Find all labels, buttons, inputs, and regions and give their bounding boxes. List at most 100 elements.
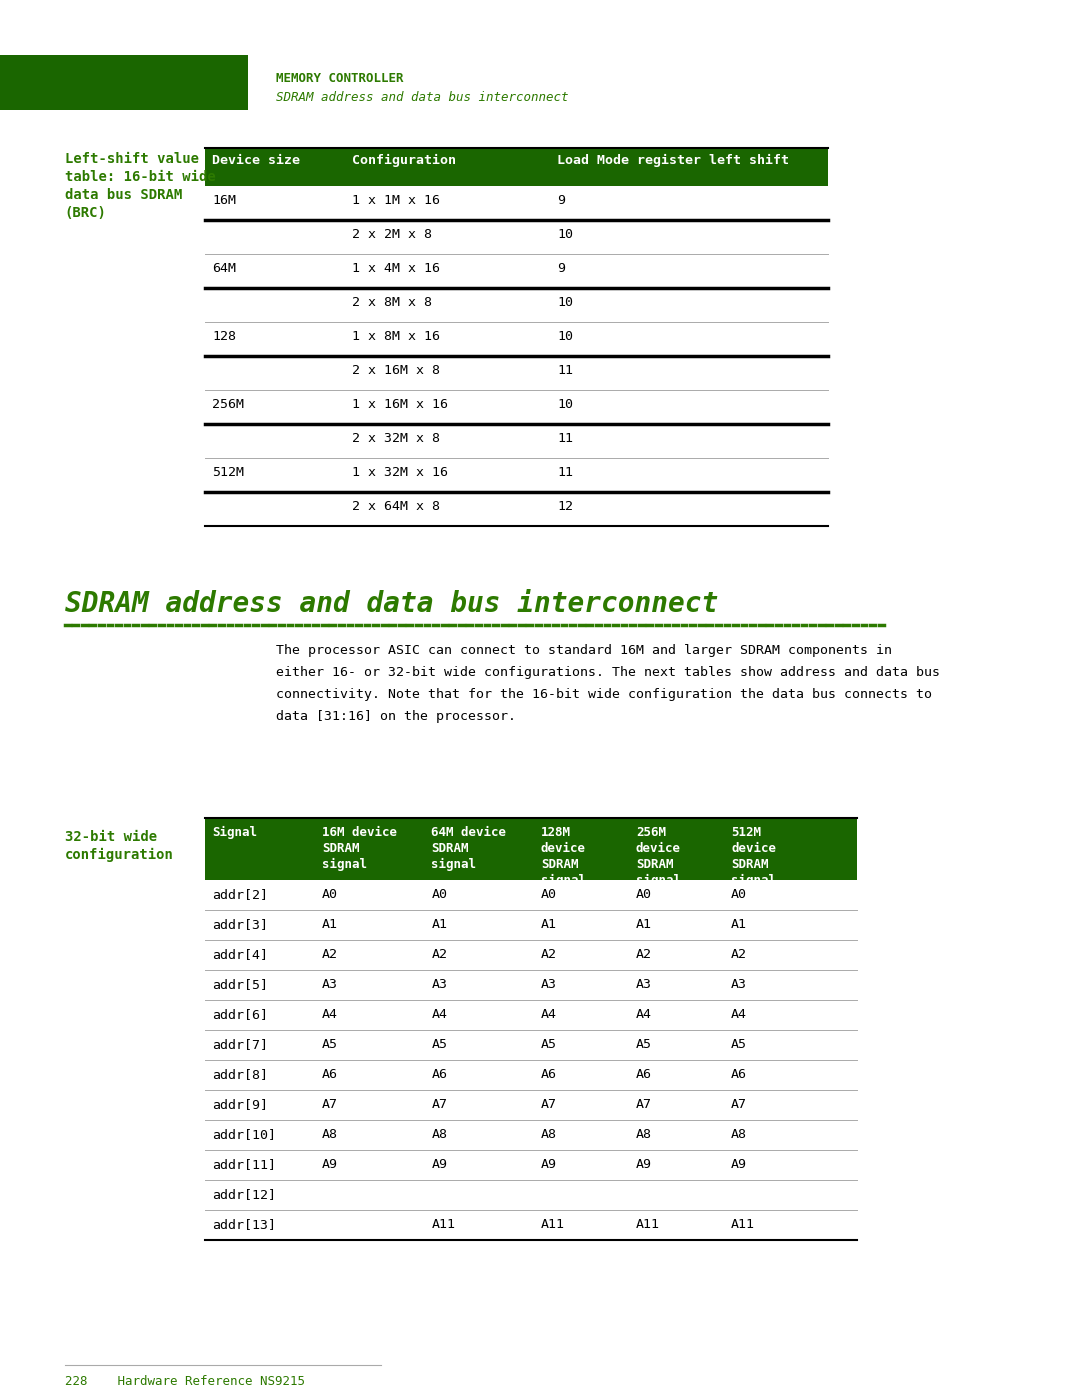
Text: 256M: 256M — [213, 398, 244, 411]
Text: A3: A3 — [636, 978, 652, 990]
Text: The processor ASIC can connect to standard 16M and larger SDRAM components in: The processor ASIC can connect to standa… — [276, 644, 892, 657]
Text: A7: A7 — [322, 1098, 338, 1111]
Text: 64M: 64M — [213, 263, 237, 275]
Text: Device size: Device size — [213, 154, 300, 168]
Text: 11: 11 — [557, 467, 573, 479]
Text: configuration: configuration — [65, 848, 174, 862]
Text: A8: A8 — [731, 1127, 747, 1141]
Text: 2 x 8M x 8: 2 x 8M x 8 — [352, 296, 432, 309]
Text: device: device — [731, 842, 777, 855]
Text: addr[12]: addr[12] — [213, 1187, 276, 1201]
Text: device: device — [541, 842, 585, 855]
Text: 11: 11 — [557, 432, 573, 446]
Text: A11: A11 — [431, 1218, 456, 1231]
Text: SDRAM: SDRAM — [636, 858, 674, 870]
Text: Load Mode register left shift: Load Mode register left shift — [557, 154, 789, 168]
Text: A6: A6 — [731, 1067, 747, 1081]
Text: 9: 9 — [557, 194, 565, 207]
Text: A4: A4 — [731, 1009, 747, 1021]
Text: A3: A3 — [731, 978, 747, 990]
Text: 10: 10 — [557, 398, 573, 411]
Text: A3: A3 — [431, 978, 447, 990]
Text: (BRC): (BRC) — [65, 205, 107, 219]
Text: A5: A5 — [731, 1038, 747, 1051]
Text: A7: A7 — [541, 1098, 557, 1111]
Text: A0: A0 — [431, 888, 447, 901]
Text: A2: A2 — [541, 949, 557, 961]
Text: A11: A11 — [541, 1218, 565, 1231]
Text: A0: A0 — [541, 888, 557, 901]
Text: 1 x 32M x 16: 1 x 32M x 16 — [352, 467, 448, 479]
Text: SDRAM: SDRAM — [431, 842, 469, 855]
Text: SDRAM: SDRAM — [322, 842, 360, 855]
Text: A3: A3 — [322, 978, 338, 990]
Text: Configuration: Configuration — [352, 154, 456, 168]
Text: A9: A9 — [431, 1158, 447, 1171]
Text: SDRAM: SDRAM — [541, 858, 578, 870]
Bar — [205, 148, 828, 186]
Text: 9: 9 — [557, 263, 565, 275]
Text: table: 16-bit wide: table: 16-bit wide — [65, 170, 216, 184]
Text: A8: A8 — [636, 1127, 652, 1141]
Text: 2 x 64M x 8: 2 x 64M x 8 — [352, 500, 441, 513]
Text: A6: A6 — [322, 1067, 338, 1081]
Text: 1 x 1M x 16: 1 x 1M x 16 — [352, 194, 441, 207]
Text: A8: A8 — [322, 1127, 338, 1141]
Text: signal: signal — [636, 875, 681, 887]
Text: A5: A5 — [541, 1038, 557, 1051]
Text: 512M: 512M — [213, 467, 244, 479]
Text: addr[4]: addr[4] — [213, 949, 268, 961]
Text: 10: 10 — [557, 228, 573, 242]
Text: A11: A11 — [731, 1218, 755, 1231]
Text: A4: A4 — [431, 1009, 447, 1021]
Text: addr[9]: addr[9] — [213, 1098, 268, 1111]
Text: A6: A6 — [431, 1067, 447, 1081]
Text: A6: A6 — [541, 1067, 557, 1081]
Text: A0: A0 — [322, 888, 338, 901]
Text: A2: A2 — [322, 949, 338, 961]
Text: 512M: 512M — [731, 826, 761, 840]
Text: A0: A0 — [731, 888, 747, 901]
Text: A1: A1 — [322, 918, 338, 930]
Text: 10: 10 — [557, 296, 573, 309]
Text: 2 x 2M x 8: 2 x 2M x 8 — [352, 228, 432, 242]
Text: 10: 10 — [557, 330, 573, 344]
Text: either 16- or 32-bit wide configurations. The next tables show address and data : either 16- or 32-bit wide configurations… — [276, 666, 940, 679]
Text: A2: A2 — [636, 949, 652, 961]
Text: A9: A9 — [731, 1158, 747, 1171]
Text: 12: 12 — [557, 500, 573, 513]
Text: addr[2]: addr[2] — [213, 888, 268, 901]
Text: SDRAM: SDRAM — [731, 858, 769, 870]
Text: A8: A8 — [541, 1127, 557, 1141]
Text: A4: A4 — [322, 1009, 338, 1021]
Text: A11: A11 — [636, 1218, 660, 1231]
Text: SDRAM address and data bus interconnect: SDRAM address and data bus interconnect — [65, 590, 718, 617]
Text: A9: A9 — [541, 1158, 557, 1171]
Text: A3: A3 — [541, 978, 557, 990]
Text: A1: A1 — [431, 918, 447, 930]
Text: signal: signal — [431, 858, 476, 872]
Text: device: device — [636, 842, 681, 855]
Text: addr[13]: addr[13] — [213, 1218, 276, 1231]
Text: signal: signal — [322, 858, 367, 872]
Text: A1: A1 — [636, 918, 652, 930]
Text: 2 x 16M x 8: 2 x 16M x 8 — [352, 365, 441, 377]
Text: A4: A4 — [636, 1009, 652, 1021]
Text: 16M device: 16M device — [322, 826, 396, 840]
Text: A1: A1 — [731, 918, 747, 930]
Text: connectivity. Note that for the 16-bit wide configuration the data bus connects : connectivity. Note that for the 16-bit w… — [276, 687, 932, 701]
Bar — [205, 819, 856, 880]
Text: SDRAM address and data bus interconnect: SDRAM address and data bus interconnect — [276, 91, 568, 103]
Text: 128M: 128M — [541, 826, 571, 840]
Text: addr[6]: addr[6] — [213, 1009, 268, 1021]
Text: A5: A5 — [636, 1038, 652, 1051]
Text: 228    Hardware Reference NS9215: 228 Hardware Reference NS9215 — [65, 1375, 305, 1389]
Text: A2: A2 — [731, 949, 747, 961]
Text: MEMORY CONTROLLER: MEMORY CONTROLLER — [276, 73, 404, 85]
Text: A5: A5 — [431, 1038, 447, 1051]
Text: 256M: 256M — [636, 826, 666, 840]
Text: 64M device: 64M device — [431, 826, 507, 840]
Bar — [0, 54, 247, 110]
Text: addr[7]: addr[7] — [213, 1038, 268, 1051]
Text: 32-bit wide: 32-bit wide — [65, 830, 157, 844]
